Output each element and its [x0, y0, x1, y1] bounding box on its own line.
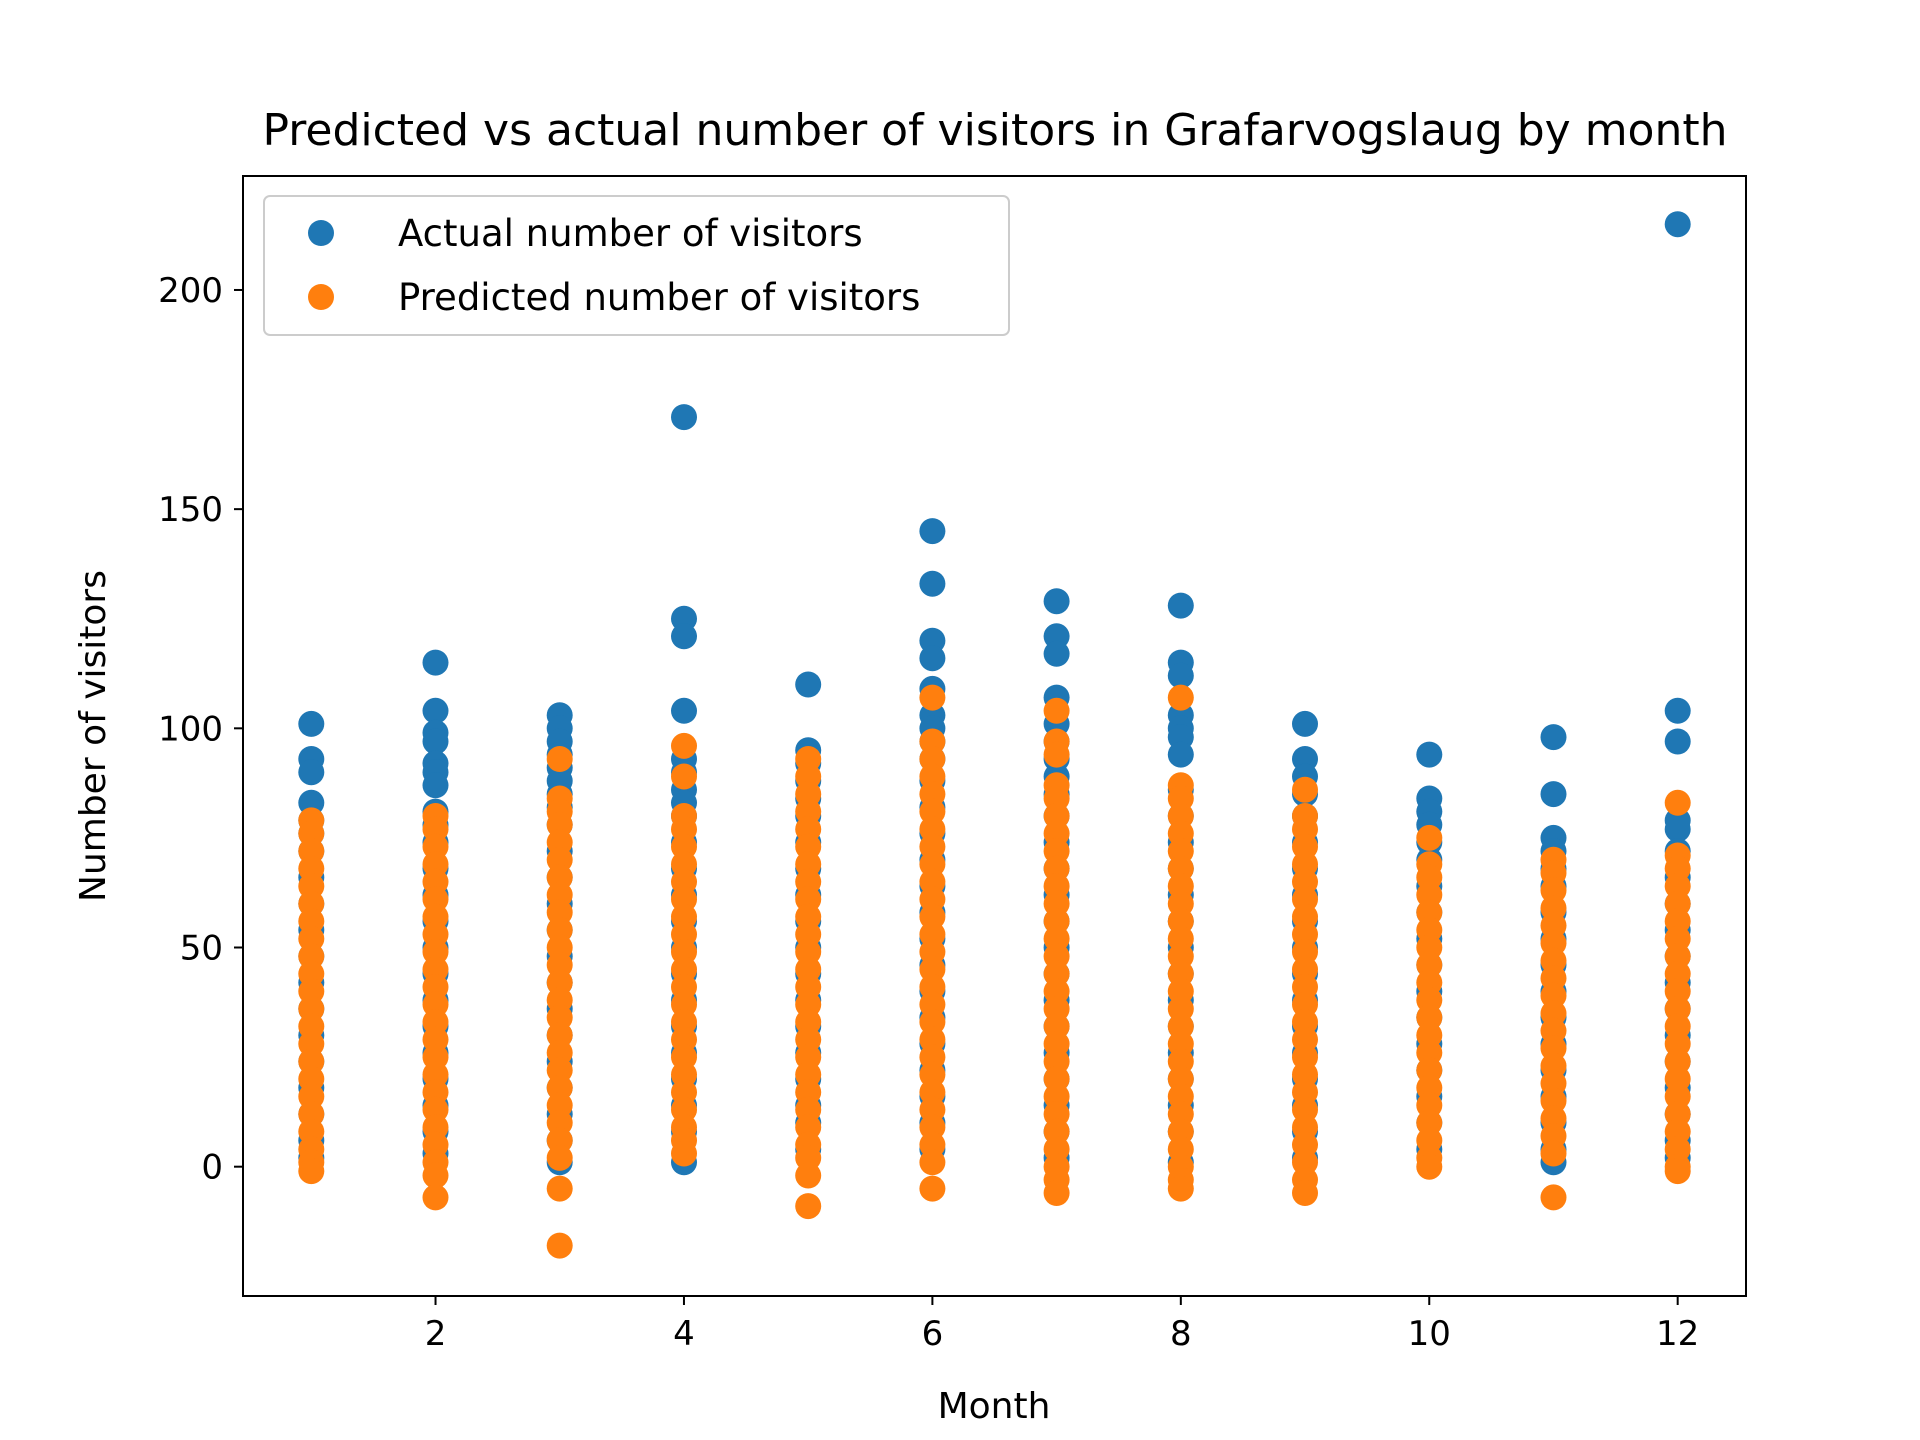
data-point: [1664, 211, 1691, 238]
axes: 2 4 6 8 10 12 0 50 100 150 200: [158, 271, 1699, 1354]
data-point: [422, 1184, 449, 1211]
data-point: [671, 697, 697, 724]
data-point: [795, 1193, 822, 1220]
x-tick-label: 2: [425, 1314, 447, 1354]
data-point: [546, 1144, 573, 1171]
y-tick-label: 100: [158, 709, 223, 749]
data-point: [422, 649, 449, 676]
legend-label-predicted: Predicted number of visitors: [398, 276, 920, 319]
data-point: [919, 570, 946, 597]
data-point: [1043, 640, 1070, 667]
data-point: [1664, 789, 1691, 816]
data-point: [671, 623, 697, 650]
data-point: [1664, 728, 1691, 755]
data-point: [1167, 1175, 1194, 1202]
data-point: [795, 671, 822, 698]
data-point: [1292, 710, 1318, 737]
data-point: [919, 1149, 946, 1176]
legend-marker-predicted: [308, 284, 334, 310]
data-point: [671, 1140, 697, 1167]
data-point: [1664, 1158, 1691, 1185]
data-point: [1540, 724, 1567, 751]
data-point: [1292, 776, 1318, 803]
data-point: [1540, 781, 1567, 808]
data-point: [919, 1175, 946, 1202]
data-point: [422, 772, 449, 799]
plot-area: [298, 211, 1691, 1259]
data-point: [919, 684, 946, 711]
legend-marker-actual: [308, 220, 334, 246]
data-point: [1167, 684, 1194, 711]
data-point: [298, 759, 325, 786]
data-point: [422, 1162, 449, 1189]
data-point: [1540, 1184, 1567, 1211]
data-point: [795, 1162, 822, 1189]
x-tick-label: 6: [922, 1314, 944, 1354]
data-point: [1043, 588, 1070, 615]
y-tick-label: 50: [180, 929, 223, 969]
y-tick-label: 0: [201, 1148, 223, 1188]
data-point: [422, 728, 449, 755]
data-point: [1416, 741, 1443, 768]
data-point: [919, 645, 946, 672]
data-point: [1043, 741, 1070, 768]
data-point: [1043, 697, 1070, 724]
data-point: [298, 710, 325, 737]
x-tick-label: 12: [1656, 1314, 1699, 1354]
legend: Actual number of visitors Predicted numb…: [263, 195, 1010, 336]
series-1: [298, 684, 1691, 1259]
data-point: [1167, 662, 1194, 689]
x-axis-title: Month: [938, 1386, 1051, 1427]
data-point: [298, 1158, 325, 1185]
data-point: [1416, 1153, 1443, 1180]
data-point: [1664, 697, 1691, 724]
data-point: [546, 1232, 573, 1259]
legend-label-actual: Actual number of visitors: [398, 212, 863, 255]
y-axis-title: Number of visitors: [73, 570, 114, 902]
data-point: [1043, 1180, 1070, 1206]
x-tick-label: 10: [1408, 1314, 1451, 1354]
data-point: [1167, 592, 1194, 619]
data-point: [546, 746, 573, 772]
data-point: [919, 518, 946, 545]
x-tick-label: 4: [673, 1314, 695, 1354]
data-point: [671, 404, 697, 431]
data-point: [546, 1175, 573, 1202]
y-tick-label: 150: [158, 490, 223, 530]
y-tick-label: 200: [158, 271, 223, 311]
data-point: [1292, 1180, 1318, 1206]
data-point: [1416, 824, 1443, 851]
data-point: [1540, 1140, 1567, 1167]
data-point: [1167, 741, 1194, 768]
data-point: [671, 732, 697, 759]
legend-box: [263, 195, 1010, 336]
plot-frame: [242, 175, 1747, 1297]
x-tick-label: 8: [1170, 1314, 1192, 1354]
data-point: [422, 697, 449, 724]
chart-title: Predicted vs actual number of visitors i…: [263, 105, 1728, 156]
data-point: [1664, 816, 1691, 843]
data-point: [671, 763, 697, 790]
